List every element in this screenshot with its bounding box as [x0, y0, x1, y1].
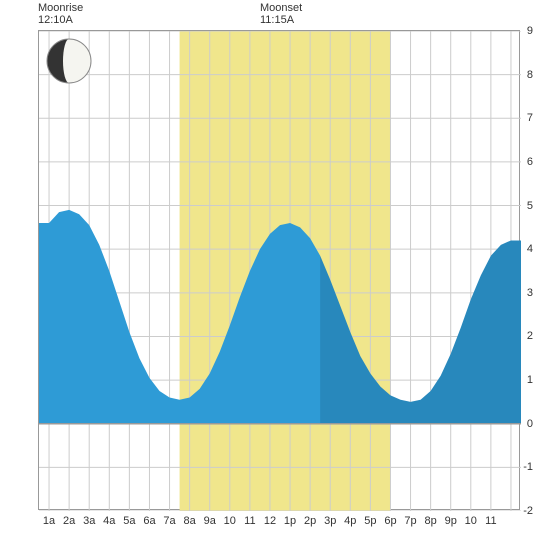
- x-tick-label: 9a: [204, 515, 216, 527]
- x-tick-label: 1a: [43, 515, 55, 527]
- y-tick-label: 7: [527, 112, 533, 124]
- moonrise-label: Moonrise 12:10A: [38, 2, 83, 26]
- y-tick-label: 3: [527, 287, 533, 299]
- chart-plot-area: -2-10123456789 1a2a3a4a5a6a7a8a9a1011121…: [38, 30, 520, 510]
- y-tick-label: 4: [527, 243, 533, 255]
- x-tick-label: 11: [244, 515, 255, 527]
- moon-phase-icon: [46, 38, 92, 84]
- tide-chart-svg: [39, 31, 521, 511]
- x-tick-label: 5p: [364, 515, 376, 527]
- y-tick-label: 1: [527, 374, 533, 386]
- x-tick-label: 1p: [284, 515, 296, 527]
- moonrise-time: 12:10A: [38, 14, 83, 26]
- x-tick-label: 10: [224, 515, 236, 527]
- x-tick-label: 7a: [163, 515, 175, 527]
- x-tick-label: 10: [465, 515, 477, 527]
- y-tick-label: 9: [527, 25, 533, 37]
- x-tick-label: 8p: [425, 515, 437, 527]
- x-tick-label: 2a: [63, 515, 75, 527]
- y-tick-label: 2: [527, 330, 533, 342]
- x-tick-label: 7p: [404, 515, 416, 527]
- x-tick-label: 4p: [344, 515, 356, 527]
- moonset-title: Moonset: [260, 2, 302, 14]
- y-tick-label: 8: [527, 69, 533, 81]
- x-tick-label: 6p: [384, 515, 396, 527]
- x-tick-label: 5a: [123, 515, 135, 527]
- tide-chart-container: Moonrise 12:10A Moonset 11:15A -2-101234…: [0, 0, 550, 550]
- y-tick-label: 5: [527, 200, 533, 212]
- y-tick-label: 0: [527, 418, 533, 430]
- x-tick-label: 4a: [103, 515, 115, 527]
- x-tick-label: 3a: [83, 515, 95, 527]
- x-tick-label: 12: [264, 515, 276, 527]
- x-tick-label: 2p: [304, 515, 316, 527]
- y-tick-label: -2: [523, 505, 533, 517]
- moonset-time: 11:15A: [260, 14, 302, 26]
- y-tick-label: 6: [527, 156, 533, 168]
- y-tick-label: -1: [523, 461, 533, 473]
- moonset-label: Moonset 11:15A: [260, 2, 302, 26]
- x-tick-label: 6a: [143, 515, 155, 527]
- x-tick-label: 8a: [184, 515, 196, 527]
- x-tick-label: 9p: [445, 515, 457, 527]
- moonrise-title: Moonrise: [38, 2, 83, 14]
- x-tick-label: 3p: [324, 515, 336, 527]
- x-tick-label: 11: [485, 515, 496, 527]
